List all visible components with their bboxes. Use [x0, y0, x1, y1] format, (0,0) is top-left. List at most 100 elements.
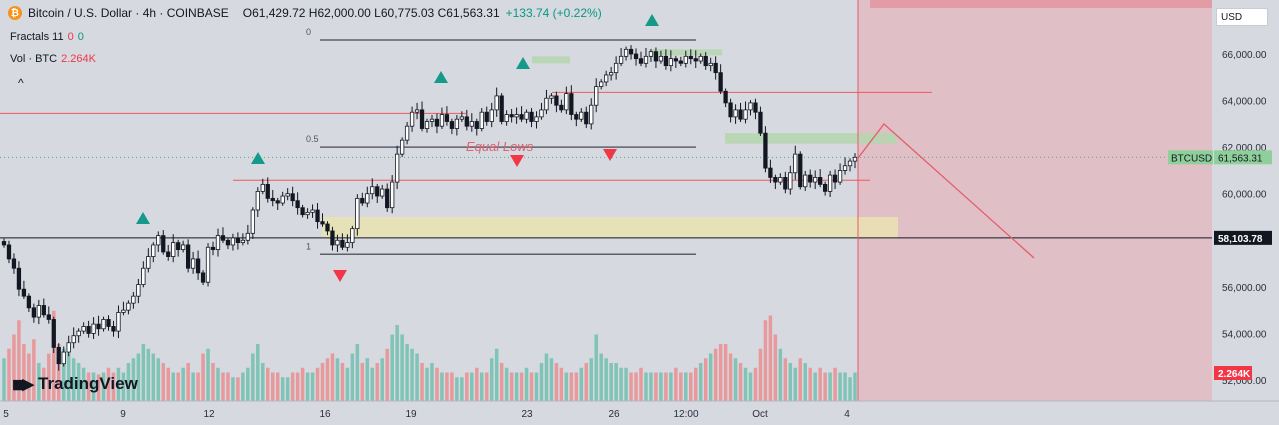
candle: [131, 291, 136, 309]
candle: [86, 320, 91, 338]
volume-bar: [803, 363, 807, 401]
currency-button[interactable]: USD: [1216, 8, 1268, 26]
candle-body: [101, 319, 106, 330]
candle-body: [325, 223, 330, 232]
candle: [16, 261, 22, 297]
candle: [514, 107, 519, 124]
candle: [141, 261, 146, 288]
candle: [424, 118, 430, 133]
candle-body: [260, 183, 265, 192]
candle-body: [275, 200, 280, 204]
candle-body: [793, 153, 798, 174]
time-tick-label: 26: [608, 409, 620, 420]
candle: [678, 56, 683, 67]
candle: [295, 192, 300, 215]
candle: [200, 270, 206, 285]
candle: [419, 101, 425, 132]
candle: [743, 101, 748, 124]
volume-bar: [599, 353, 603, 401]
volume-bar: [460, 377, 464, 401]
candle: [783, 171, 788, 194]
volume-bar: [624, 367, 628, 401]
candle: [444, 106, 450, 126]
candle-body: [628, 48, 634, 55]
time-tick-label: 9: [120, 409, 126, 420]
candle: [429, 115, 435, 128]
candle: [658, 50, 664, 64]
volume-bar: [619, 367, 623, 401]
volume-bar: [664, 372, 668, 401]
projection-path: [857, 123, 1035, 259]
volume-bar: [484, 372, 489, 401]
candle-body: [678, 60, 683, 64]
collapse-indicators-button[interactable]: ^: [18, 76, 24, 90]
volume-bar: [798, 358, 802, 401]
volume-bar: [534, 372, 539, 401]
price-tick-label: 64,000.00: [1222, 97, 1267, 108]
volume-bar: [251, 353, 255, 401]
candle-body: [832, 174, 838, 183]
candle: [414, 102, 420, 120]
candle: [176, 239, 181, 257]
symbol-title[interactable]: Bitcoin / U.S. Dollar · 4h · COINBASE: [28, 6, 229, 20]
candle-body: [733, 109, 738, 118]
candle-body: [106, 319, 111, 327]
volume-bar: [569, 372, 574, 401]
volume-indicator[interactable]: Vol · BTC 2.264K: [10, 53, 96, 65]
candle-body: [783, 177, 788, 190]
volume-bar: [7, 348, 11, 401]
candle: [310, 204, 315, 218]
candle-body: [280, 195, 285, 204]
candle: [36, 299, 41, 325]
candle: [494, 87, 499, 117]
time-tick-label: 4: [844, 409, 850, 420]
candle-body: [131, 295, 136, 304]
candle: [370, 178, 375, 200]
candle: [733, 104, 738, 124]
supply-zone: [725, 133, 897, 144]
time-tick-label: Oct: [752, 409, 768, 420]
candle: [166, 244, 171, 261]
candle: [265, 177, 270, 203]
candle-body: [285, 193, 290, 197]
fractals-indicator[interactable]: Fractals 11 0 0: [10, 31, 84, 43]
volume-bar: [131, 358, 136, 401]
candle-body: [26, 295, 32, 309]
volume-bar: [410, 348, 414, 401]
candle: [832, 169, 838, 190]
candle: [11, 253, 17, 274]
volume-bar: [753, 367, 758, 401]
candle-body: [240, 239, 246, 244]
fib-level-label: 0: [306, 27, 311, 37]
time-axis: [0, 401, 1279, 425]
candle: [290, 186, 295, 207]
volume-bar: [639, 367, 643, 401]
candle: [230, 233, 236, 251]
candle: [524, 109, 529, 124]
candle: [534, 111, 539, 129]
candle: [136, 278, 141, 304]
candle-body: [171, 242, 176, 257]
candle: [404, 121, 410, 145]
volume-bar: [465, 372, 469, 401]
candle-body: [489, 109, 494, 122]
candle-body: [205, 246, 211, 283]
volume-bar: [166, 367, 170, 401]
volume-bar: [196, 372, 200, 401]
candle: [360, 192, 365, 206]
candle: [220, 227, 226, 244]
volume-bar: [435, 367, 439, 401]
volume-bar: [589, 358, 593, 401]
candle-body: [270, 197, 275, 202]
volume-bar: [270, 372, 275, 401]
fractal-up-marker: [516, 57, 530, 69]
volume-bar: [594, 334, 598, 401]
candle: [330, 226, 335, 251]
volume-bar: [365, 358, 370, 401]
volume-bar: [430, 363, 434, 401]
volume-bar: [494, 348, 499, 401]
tradingview-logo[interactable]: ◼▶ TradingView: [12, 374, 138, 394]
fractals-label: Fractals 11: [10, 31, 64, 43]
candle: [325, 221, 330, 236]
